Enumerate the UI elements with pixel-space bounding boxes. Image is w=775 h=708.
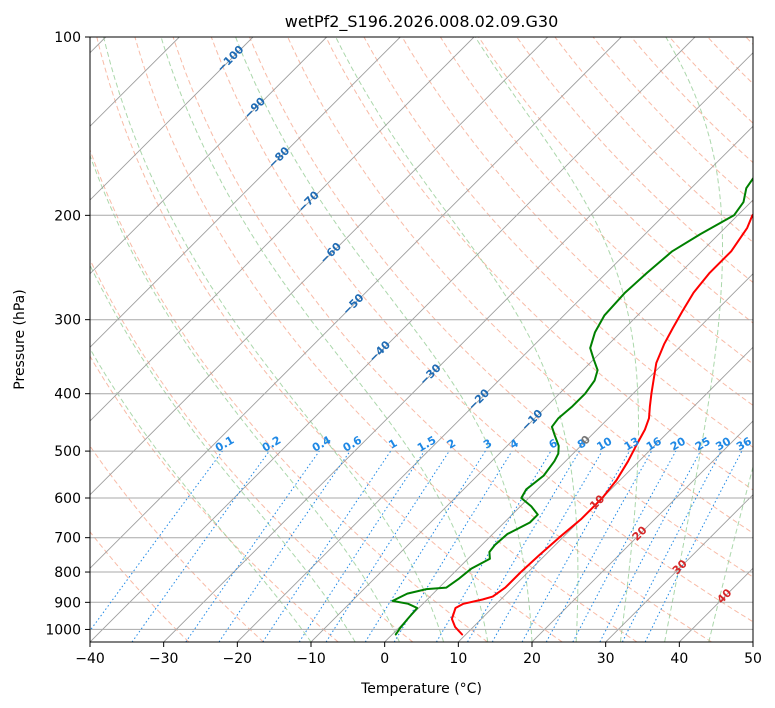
x-tick-label: −10	[296, 651, 326, 667]
y-tick-label: 500	[54, 444, 81, 460]
mixing-ratio-line	[90, 450, 223, 632]
isotherm	[90, 37, 696, 642]
isotherm	[310, 199, 753, 642]
x-tick-label: −30	[149, 651, 179, 667]
dry-adiabat	[90, 531, 190, 642]
x-tick-label: 20	[523, 651, 541, 667]
dry-adiabat	[90, 148, 488, 642]
profile-lines	[391, 176, 753, 636]
isotherm	[90, 37, 475, 422]
mixing-ratio-line	[325, 450, 450, 642]
moist-adiabat	[235, 37, 533, 642]
mixing-ratio-line	[644, 450, 743, 642]
isotherm	[90, 37, 254, 201]
dry-adiabat	[172, 37, 712, 642]
y-tick-label: 800	[54, 565, 81, 581]
dry-adiabat	[90, 445, 264, 642]
y-axis-label: Pressure (hPa)	[12, 289, 28, 389]
isotherm	[163, 52, 753, 642]
y-tick-label: 300	[54, 313, 81, 329]
dry-adiabat	[401, 37, 753, 406]
dry-adiabat	[90, 258, 414, 642]
isotherm	[90, 37, 328, 275]
x-tick-label: 0	[380, 651, 389, 667]
dry-adiabat	[439, 37, 753, 365]
x-tick-label: 30	[597, 651, 615, 667]
moist-adiabat	[90, 154, 400, 642]
isotherm	[90, 37, 549, 496]
mixing-ratio-line	[393, 450, 513, 642]
x-tick-label: 10	[449, 651, 467, 667]
mixing-ratio-line	[218, 450, 351, 642]
x-axis-label: Temperature (°C)	[360, 681, 482, 697]
mixing-ratio-line	[262, 450, 392, 642]
y-tick-label: 200	[54, 208, 81, 224]
isotherm	[90, 37, 401, 348]
y-tick-label: 100	[54, 30, 81, 46]
y-tick-label: 1000	[45, 622, 81, 638]
axes: −40 −30 −20 −10 0 10 20 30 40 50 100 200 300 400 500 60…	[45, 30, 762, 667]
isotherm	[752, 641, 753, 642]
chart-title: wetPf2_S196.2026.008.02.09.G30	[285, 12, 559, 32]
dewpoint-line	[391, 176, 753, 636]
mixing-ratio-line	[298, 450, 425, 642]
plot-frame	[89, 36, 754, 643]
y-tick-label: 700	[54, 531, 81, 547]
isotherm	[384, 273, 753, 642]
x-tick-label: −40	[75, 651, 105, 667]
moist-adiabat	[664, 37, 723, 642]
isotherm	[605, 494, 753, 642]
isotherm	[457, 346, 753, 642]
dry-adiabat	[96, 37, 563, 642]
x-tick-label: −20	[223, 651, 253, 667]
x-tick-label: 50	[744, 651, 762, 667]
mixing-ratio-line	[545, 450, 653, 642]
dry-adiabat	[90, 355, 339, 642]
moist-adiabat	[474, 37, 639, 642]
dry-adiabat	[134, 37, 638, 642]
y-tick-label: 400	[54, 387, 81, 403]
mixing-ratio-line	[131, 450, 270, 642]
dry-adiabat	[516, 37, 753, 284]
isotherm	[236, 125, 753, 642]
isotherm	[531, 420, 753, 642]
x-tick-label: 40	[670, 651, 688, 667]
moist-adiabat	[90, 264, 356, 642]
y-tick-label: 900	[54, 595, 81, 611]
dry-adiabat	[210, 37, 753, 623]
dry-adiabat	[325, 37, 753, 491]
y-tick-label: 600	[54, 491, 81, 507]
moist-adiabat	[708, 465, 753, 642]
moist-adiabat	[103, 37, 445, 642]
dry-adiabat	[249, 37, 753, 578]
mixing-ratio-line	[572, 450, 677, 642]
isotherm	[90, 37, 622, 569]
temperature-line	[450, 213, 753, 636]
mixing-ratio-line	[185, 450, 320, 642]
moist-adiabat	[335, 37, 579, 642]
